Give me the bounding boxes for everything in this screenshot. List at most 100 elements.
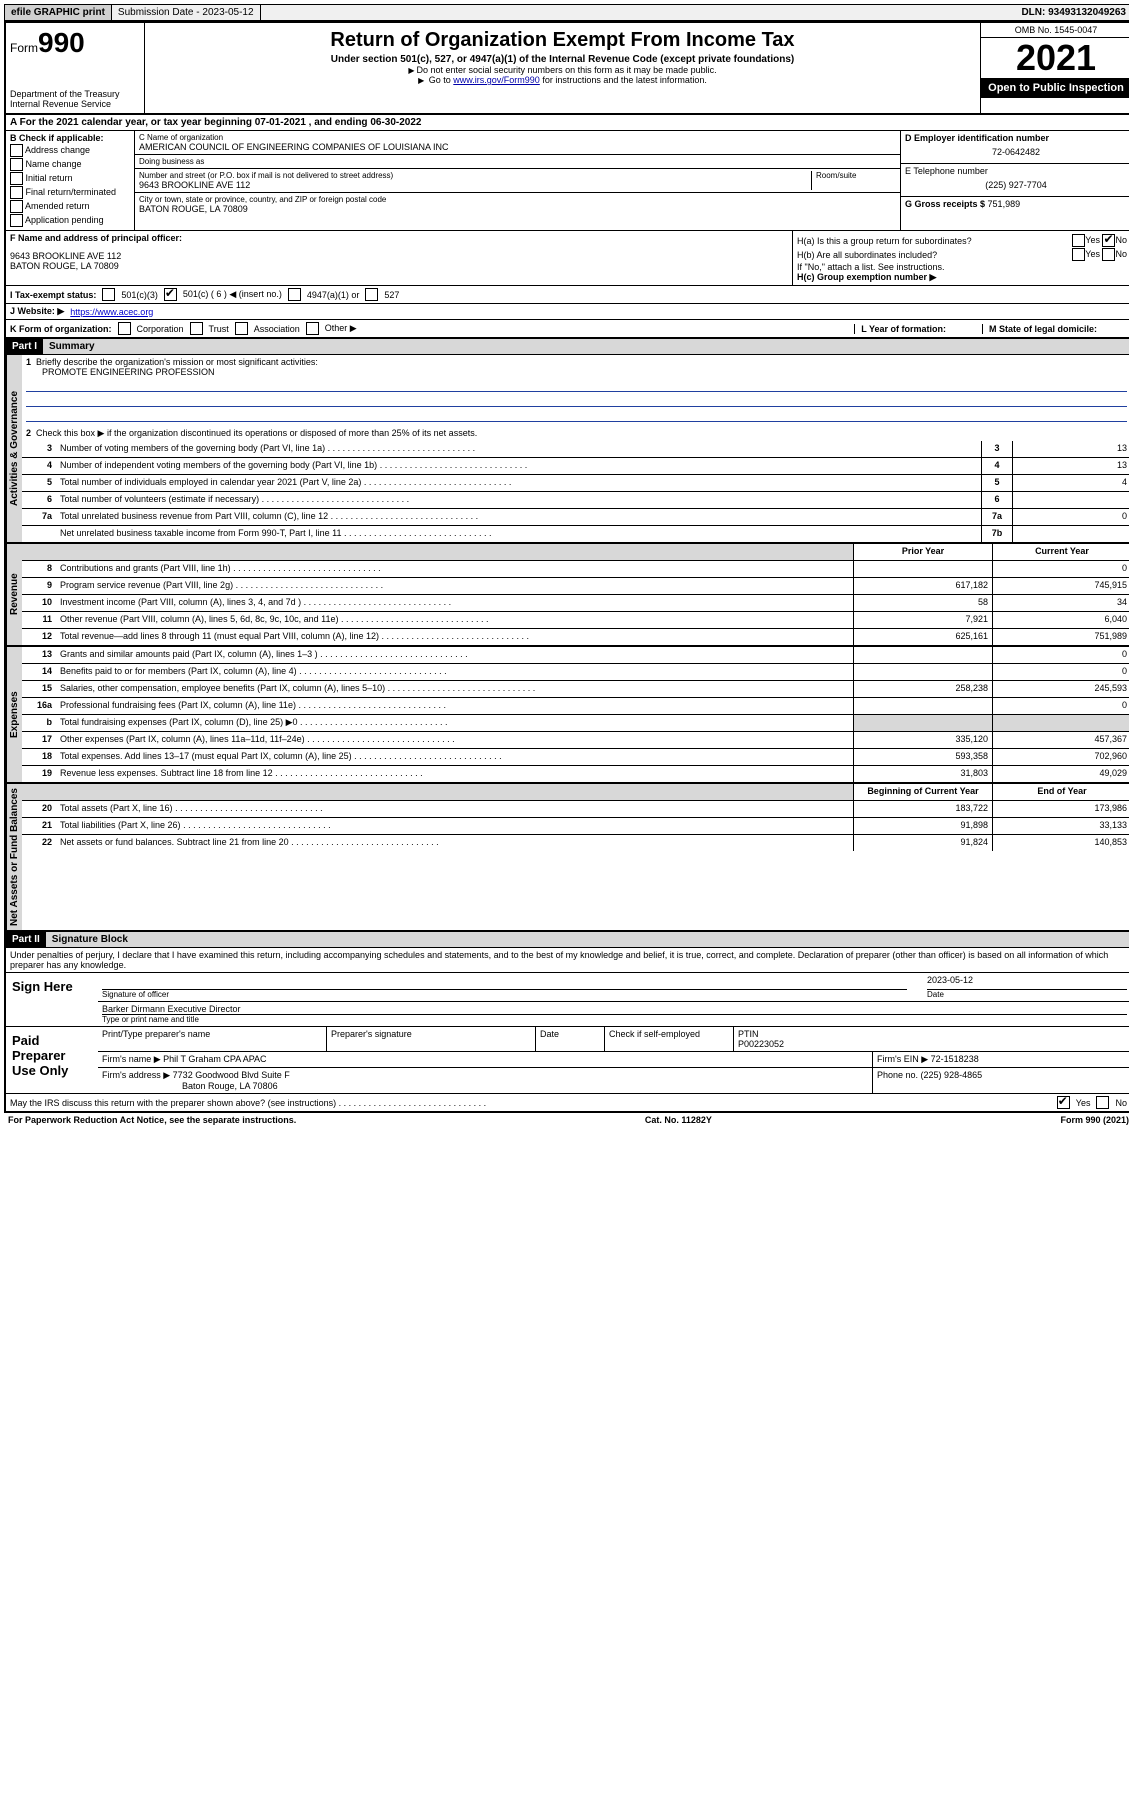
revenue-section: Revenue Prior Year Current Year 8 Contri… <box>6 544 1129 647</box>
prior-value: 625,161 <box>853 629 992 645</box>
summary-line: 22 Net assets or fund balances. Subtract… <box>22 835 1129 851</box>
phone-value: (225) 927-7704 <box>905 176 1127 194</box>
no-label-3: No <box>1115 1098 1127 1108</box>
gross-label: G Gross receipts $ <box>905 199 988 209</box>
sig-date-value: 2023-05-12 <box>927 975 1127 989</box>
ruled-line <box>26 394 1127 407</box>
check-name-change[interactable]: Name change <box>10 158 130 171</box>
footer-right: Form 990 (2021) <box>1060 1115 1129 1125</box>
line-box: 4 <box>981 458 1012 474</box>
officer-label: Type or print name and title <box>102 1014 1127 1024</box>
i-527-check[interactable] <box>365 288 378 301</box>
k-corp-check[interactable] <box>118 322 131 335</box>
website-link[interactable]: https://www.acec.org <box>70 307 153 317</box>
i-501c3-check[interactable] <box>102 288 115 301</box>
firm-phone-cell: Phone no. (225) 928-4865 <box>873 1068 1129 1093</box>
current-value: 457,367 <box>992 732 1129 748</box>
ha-no-check[interactable] <box>1102 234 1115 247</box>
line-num: 8 <box>22 561 56 577</box>
paid-preparer-right: Print/Type preparer's name Preparer's si… <box>98 1027 1129 1093</box>
city-value: BATON ROUGE, LA 70809 <box>139 204 896 214</box>
governance-content: 1 Briefly describe the organization's mi… <box>22 355 1129 542</box>
prior-value <box>853 647 992 663</box>
line-value: 0 <box>1012 509 1129 525</box>
f-label: F Name and address of principal officer: <box>10 233 788 243</box>
summary-line: 6 Total number of volunteers (estimate i… <box>22 492 1129 509</box>
prior-value <box>853 664 992 680</box>
line-text: Salaries, other compensation, employee b… <box>56 681 853 697</box>
ein-label: D Employer identification number <box>905 133 1127 143</box>
k-trust-check[interactable] <box>190 322 203 335</box>
hb-yes-check[interactable] <box>1072 248 1085 261</box>
paid-preparer-row: Paid Preparer Use Only Print/Type prepar… <box>6 1027 1129 1094</box>
may-irs-yes-check[interactable] <box>1057 1096 1070 1109</box>
prior-value: 58 <box>853 595 992 611</box>
line-text: Investment income (Part VIII, column (A)… <box>56 595 853 611</box>
note2-prefix: Go to <box>429 75 454 85</box>
k-other: Other ▶ <box>325 323 357 334</box>
irs-link[interactable]: www.irs.gov/Form990 <box>453 75 540 85</box>
line-num: 18 <box>22 749 56 765</box>
current-value: 49,029 <box>992 766 1129 782</box>
may-irs-no-check[interactable] <box>1096 1096 1109 1109</box>
form-subtitle: Under section 501(c), 527, or 4947(a)(1)… <box>149 54 976 65</box>
line-text: Grants and similar amounts paid (Part IX… <box>56 647 853 663</box>
org-name: AMERICAN COUNCIL OF ENGINEERING COMPANIE… <box>139 142 896 152</box>
check-application-pending[interactable]: Application pending <box>10 214 130 227</box>
ruled-line <box>26 409 1127 422</box>
current-value: 245,593 <box>992 681 1129 697</box>
line-num: 22 <box>22 835 56 851</box>
column-h: H(a) Is this a group return for subordin… <box>792 231 1129 285</box>
ruled-line <box>26 379 1127 392</box>
self-employed-cell: Check if self-employed <box>605 1027 734 1051</box>
may-irs-text: May the IRS discuss this return with the… <box>10 1098 1051 1108</box>
efile-print-button[interactable]: efile GRAPHIC print <box>5 5 112 20</box>
phone-cell: E Telephone number (225) 927-7704 <box>901 164 1129 197</box>
ein-cell: D Employer identification number 72-0642… <box>901 131 1129 164</box>
current-value: 751,989 <box>992 629 1129 645</box>
header-middle: Return of Organization Exempt From Incom… <box>145 23 980 113</box>
current-value: 0 <box>992 698 1129 714</box>
org-name-label: C Name of organization <box>139 133 896 142</box>
ein-value: 72-0642482 <box>905 143 1127 161</box>
line-text: Number of voting members of the governin… <box>56 441 981 457</box>
line-text: Other expenses (Part IX, column (A), lin… <box>56 732 853 748</box>
i-4947-check[interactable] <box>288 288 301 301</box>
header-right: OMB No. 1545-0047 2021 Open to Public In… <box>980 23 1129 113</box>
hb-no-check[interactable] <box>1102 248 1115 261</box>
side-revenue: Revenue <box>6 544 22 645</box>
hb-note: If "No," attach a list. See instructions… <box>797 262 1127 272</box>
line-text: Total unrelated business revenue from Pa… <box>56 509 981 525</box>
check-final-return[interactable]: Final return/terminated <box>10 186 130 199</box>
officer-name-line: Barker Dirmann Executive Director Type o… <box>98 1002 1129 1026</box>
line-text: Other revenue (Part VIII, column (A), li… <box>56 612 853 628</box>
prior-value: 258,238 <box>853 681 992 697</box>
check-address-change[interactable]: Address change <box>10 144 130 157</box>
line-num: 14 <box>22 664 56 680</box>
summary-line: 20 Total assets (Part X, line 16) 183,72… <box>22 801 1129 818</box>
ha-text: H(a) Is this a group return for subordin… <box>797 236 972 246</box>
summary-line: 17 Other expenses (Part IX, column (A), … <box>22 732 1129 749</box>
column-d: D Employer identification number 72-0642… <box>900 131 1129 230</box>
current-value: 173,986 <box>992 801 1129 817</box>
check-amended-return[interactable]: Amended return <box>10 200 130 213</box>
current-value <box>992 715 1129 731</box>
mission-block: 1 Briefly describe the organization's mi… <box>22 355 1129 426</box>
side-governance: Activities & Governance <box>6 355 22 542</box>
b-header: B Check if applicable: <box>10 133 130 143</box>
dba-label: Doing business as <box>139 157 896 166</box>
line-num: 12 <box>22 629 56 645</box>
sign-here-right: Signature of officer 2023-05-12 Date Bar… <box>98 973 1129 1026</box>
column-f: F Name and address of principal officer:… <box>6 231 792 285</box>
summary-line: 12 Total revenue—add lines 8 through 11 … <box>22 629 1129 645</box>
ha-yes-check[interactable] <box>1072 234 1085 247</box>
line-num: 9 <box>22 578 56 594</box>
k-trust: Trust <box>209 324 229 334</box>
k-other-check[interactable] <box>306 322 319 335</box>
current-value: 0 <box>992 561 1129 577</box>
i-opt2: 501(c) ( 6 ) ◀ (insert no.) <box>183 289 282 300</box>
k-assoc-check[interactable] <box>235 322 248 335</box>
check-initial-return[interactable]: Initial return <box>10 172 130 185</box>
i-501c-check[interactable] <box>164 288 177 301</box>
line-text: Program service revenue (Part VIII, line… <box>56 578 853 594</box>
